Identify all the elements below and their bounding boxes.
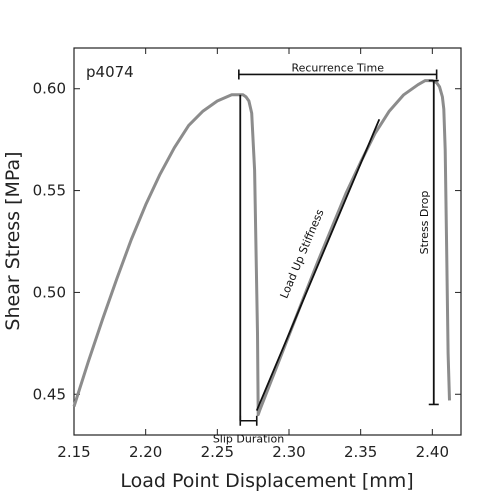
y-tick-label: 0.45 [33,385,66,403]
load-up-stiffness-label: Load Up Stiffness [278,207,327,300]
x-tick-label: 2.25 [201,443,234,461]
experiment-label: p4074 [86,63,134,81]
series-layer [72,79,451,417]
x-tick-label: 2.15 [57,443,90,461]
plot-frame [73,47,462,436]
recurrence-time-label: Recurrence Time [291,61,384,74]
x-tick-label: 2.20 [129,443,162,461]
load-up-stiffness-line [255,118,381,411]
y-tick-label: 0.60 [33,80,66,98]
x-tick-label: 2.35 [344,443,377,461]
x-tick-label: 2.40 [416,443,449,461]
x-tick-label: 2.30 [272,443,305,461]
y-tick-label: 0.50 [33,283,66,301]
x-axis-title: Load Point Displacement [mm] [120,470,413,492]
shear-stress-series [72,79,451,417]
axis-ticks: 2.15 2.20 2.25 2.30 2.35 2.40 0.45 0.50 0.55 0.60 [33,48,461,461]
annotation-layer: Recurrence Time Stress Drop Slip Duratio… [213,61,439,446]
y-axis-title: Shear Stress [MPa] [2,151,24,330]
stress-drop-label: Stress Drop [418,191,431,255]
y-tick-label: 0.55 [33,182,66,200]
slip-duration-label: Slip Duration [213,433,284,446]
